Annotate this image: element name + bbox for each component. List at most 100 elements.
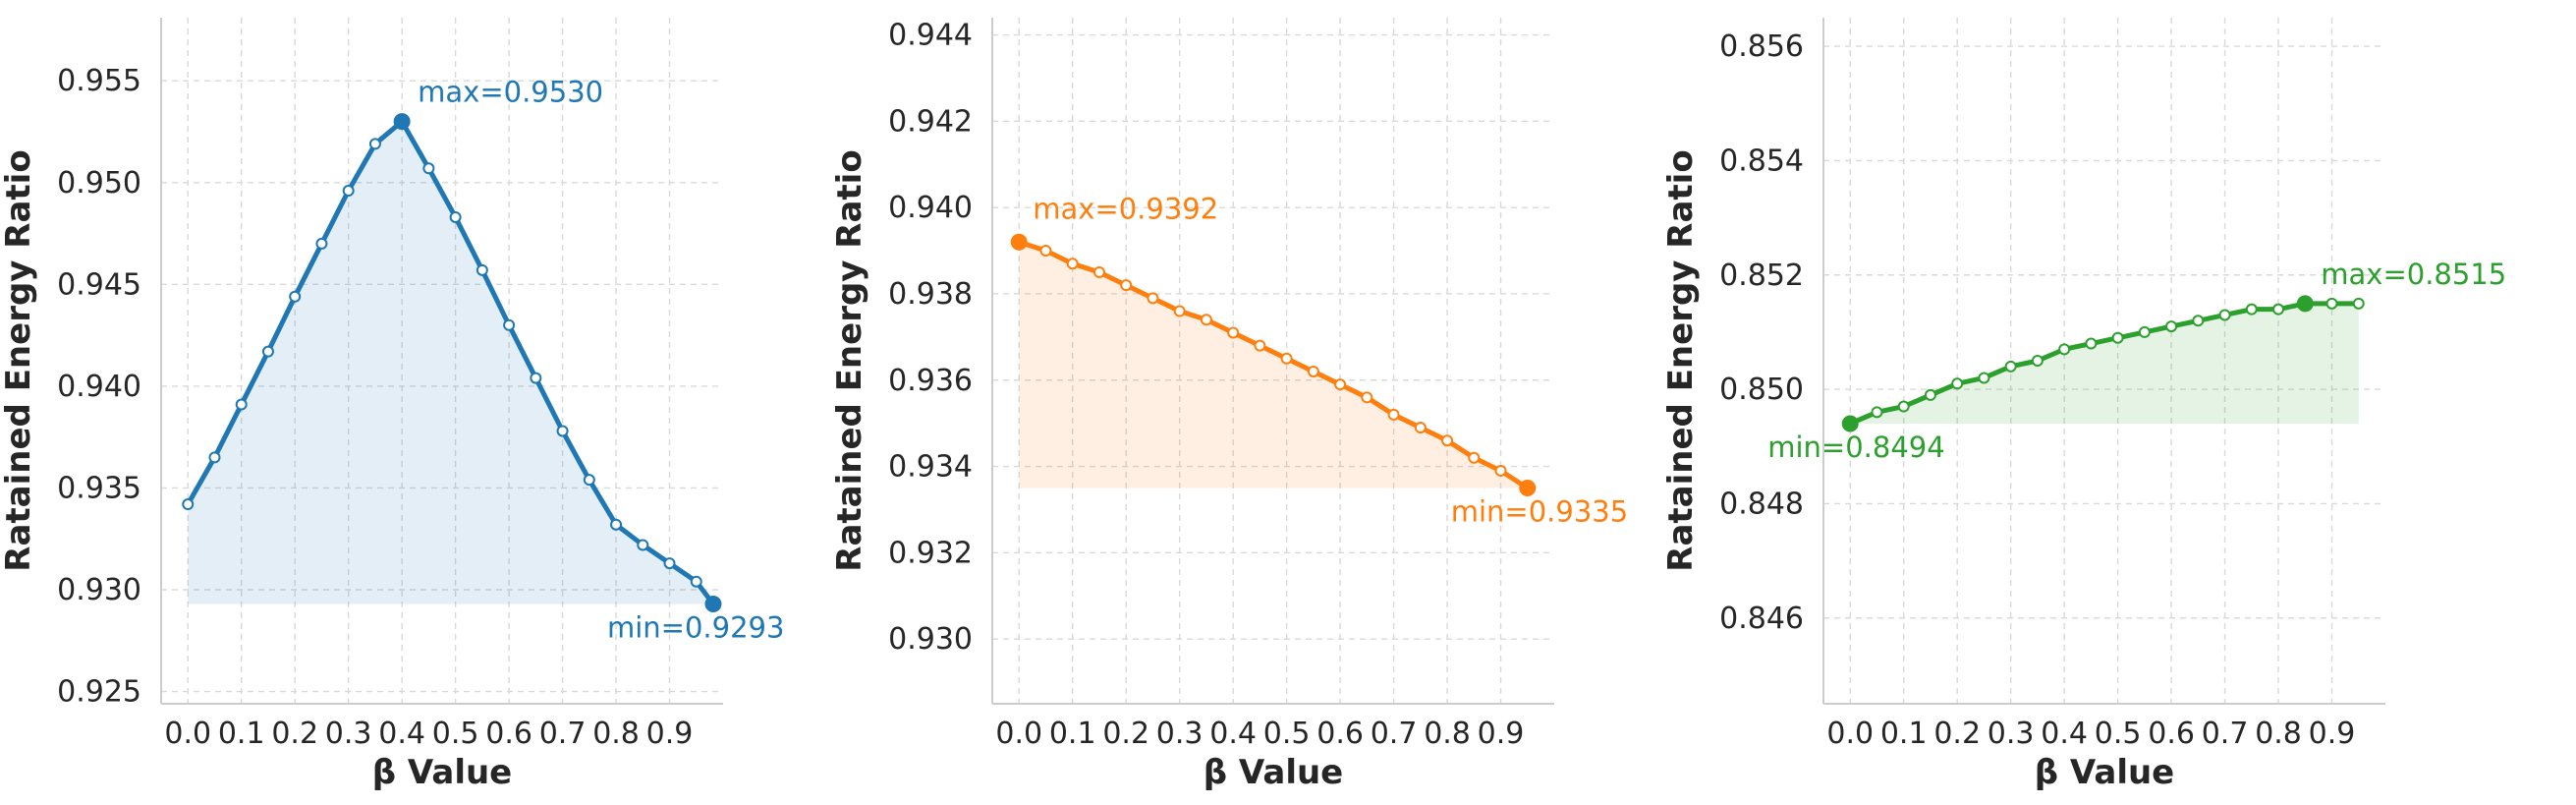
y-axis-title: Ratained Energy Ratio — [0, 149, 38, 571]
x-tick-label: 0.1 — [1049, 717, 1096, 751]
data-point — [1092, 266, 1105, 279]
data-point — [2031, 355, 2044, 367]
y-tick-label: 0.846 — [1719, 602, 1804, 636]
data-point — [2058, 343, 2071, 356]
x-tick-label: 0.0 — [1826, 717, 1874, 751]
data-point — [583, 474, 595, 487]
x-axis-title: β Value — [1204, 753, 1344, 792]
y-tick-label: 0.940 — [888, 191, 973, 225]
x-tick-label: 0.5 — [432, 717, 479, 751]
data-point — [2085, 337, 2098, 350]
data-point — [663, 557, 676, 570]
data-point — [1924, 388, 1936, 401]
x-tick-label: 0.3 — [1156, 717, 1204, 751]
data-point — [315, 237, 328, 250]
x-tick-label: 0.4 — [2041, 717, 2088, 751]
y-tick-label: 0.934 — [888, 450, 973, 485]
y-tick-label: 0.856 — [1719, 29, 1804, 64]
data-point — [2192, 315, 2205, 327]
data-point — [1200, 314, 1212, 326]
x-tick-label: 0.7 — [2202, 717, 2249, 751]
max-point — [393, 113, 411, 131]
y-tick-label: 0.848 — [1719, 487, 1804, 521]
fill-area — [1850, 303, 2359, 424]
y-tick-label: 0.955 — [57, 64, 141, 98]
max-annotation: max=0.9530 — [418, 76, 603, 109]
data-point — [2138, 325, 2151, 338]
x-tick-label: 0.9 — [646, 717, 694, 751]
data-point — [530, 372, 542, 384]
max-annotation: max=0.9392 — [1033, 192, 1218, 225]
x-tick-label: 0.9 — [2309, 717, 2356, 751]
data-point — [1978, 372, 1990, 384]
data-point — [2352, 297, 2365, 310]
x-tick-label: 0.1 — [1880, 717, 1928, 751]
data-point — [261, 345, 274, 358]
x-tick-label: 0.9 — [1478, 717, 1525, 751]
data-point — [1120, 279, 1133, 292]
x-tick-label: 0.3 — [1988, 717, 2035, 751]
data-point — [1441, 434, 1454, 447]
x-tick-label: 0.8 — [1424, 717, 1471, 751]
data-point — [1414, 422, 1427, 434]
x-tick-label: 0.0 — [164, 717, 211, 751]
data-point — [1147, 292, 1159, 305]
data-point — [610, 518, 623, 531]
data-point — [690, 575, 702, 588]
x-tick-label: 0.5 — [1263, 717, 1311, 751]
x-tick-label: 0.3 — [325, 717, 372, 751]
y-tick-label: 0.930 — [888, 622, 973, 657]
min-annotation: min=0.8494 — [1767, 431, 1944, 464]
x-axis-title: β Value — [2035, 753, 2175, 792]
min-point — [704, 596, 722, 613]
data-point — [1254, 339, 1266, 352]
fill-area — [1019, 242, 1528, 489]
grid — [1823, 18, 2385, 704]
x-tick-label: 0.7 — [1371, 717, 1418, 751]
data-point — [1039, 245, 1052, 258]
data-point — [1468, 451, 1481, 464]
min-point — [1519, 480, 1537, 497]
data-point — [1897, 400, 1910, 413]
y-tick-label: 0.850 — [1719, 373, 1804, 407]
min-annotation: min=0.9335 — [1451, 495, 1628, 529]
data-point — [1227, 326, 1240, 339]
data-point — [235, 398, 248, 411]
data-point — [2111, 331, 2124, 344]
x-tick-label: 0.2 — [271, 717, 318, 751]
data-point — [2325, 297, 2338, 310]
data-point — [2004, 360, 2017, 373]
data-point — [449, 210, 462, 223]
data-point — [208, 451, 221, 464]
data-point — [342, 185, 355, 198]
data-point — [637, 539, 649, 551]
y-tick-label: 0.950 — [57, 166, 141, 201]
data-point — [289, 290, 302, 303]
data-point — [1494, 464, 1507, 477]
data-point — [476, 263, 488, 276]
y-tick-label: 0.940 — [57, 370, 141, 404]
data-point — [1361, 391, 1373, 404]
data-point — [1280, 352, 1293, 365]
x-tick-label: 0.6 — [2148, 717, 2195, 751]
x-tick-label: 0.8 — [592, 717, 640, 751]
x-tick-label: 0.2 — [1102, 717, 1149, 751]
data-point — [1951, 377, 1964, 390]
x-tick-label: 0.2 — [1933, 717, 1981, 751]
data-point — [1173, 305, 1186, 317]
y-tick-label: 0.936 — [888, 364, 973, 398]
min-annotation: min=0.9293 — [607, 611, 784, 645]
y-axis-title: Ratained Energy Ratio — [1661, 149, 1701, 571]
x-tick-label: 0.4 — [1209, 717, 1257, 751]
grid — [161, 18, 723, 704]
y-tick-label: 0.930 — [57, 573, 141, 607]
data-point — [1871, 406, 1883, 419]
x-tick-label: 0.4 — [378, 717, 425, 751]
y-tick-label: 0.925 — [57, 675, 141, 710]
y-tick-label: 0.945 — [57, 267, 141, 302]
y-tick-label: 0.944 — [888, 19, 973, 53]
max-annotation: max=0.8515 — [2321, 258, 2506, 291]
grid — [992, 18, 1554, 704]
